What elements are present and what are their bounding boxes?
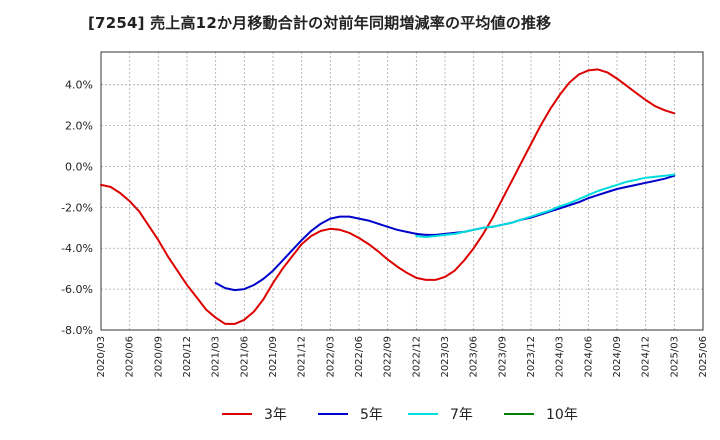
y-tick-label: 0.0% — [65, 160, 93, 173]
x-tick-label: 2021/09 — [268, 336, 279, 378]
x-tick-label: 2023/03 — [440, 336, 451, 378]
x-tick-label: 2022/12 — [411, 336, 422, 378]
y-tick-label: -6.0% — [61, 283, 93, 296]
series-line-1 — [100, 68, 676, 325]
y-tick-label: 2.0% — [65, 120, 93, 133]
x-tick-label: 2022/09 — [383, 336, 394, 378]
x-tick-label: 2021/06 — [239, 336, 250, 378]
x-tick-label: 2021/03 — [211, 336, 222, 378]
plot-frame — [100, 51, 704, 331]
x-tick-label: 2021/12 — [297, 336, 308, 378]
plot-area — [101, 52, 703, 330]
y-tick-label: -2.0% — [61, 201, 93, 214]
legend-label-1: 3年 — [264, 407, 287, 423]
x-tick-label: 2023/06 — [469, 336, 480, 378]
x-tick-label: 2020/03 — [96, 336, 107, 378]
x-tick-label: 2025/06 — [698, 336, 709, 378]
x-tick-label: 2020/12 — [182, 336, 193, 378]
legend-label-3: 7年 — [450, 407, 473, 423]
x-tick-label: 2025/03 — [669, 336, 680, 378]
legend-label-4: 10年 — [546, 407, 578, 423]
series-line-3 — [415, 173, 676, 238]
x-tick-label: 2022/06 — [354, 336, 365, 378]
y-axis: 4.0% 2.0% 0.0% -2.0% -4.0% -6.0% -8.0% — [61, 79, 93, 337]
y-tick-label: 4.0% — [65, 79, 93, 92]
x-tick-label: 2020/06 — [125, 336, 136, 378]
x-tick-label: 2024/03 — [555, 336, 566, 378]
x-tick-label: 2024/06 — [583, 336, 594, 378]
x-axis: 2020/03 2020/06 2020/09 2020/12 2021/03 2021/… — [96, 336, 709, 378]
x-tick-label: 2023/09 — [497, 336, 508, 378]
legend: 3年 5年 7年 10年 — [222, 407, 578, 423]
x-tick-label: 2022/03 — [325, 336, 336, 378]
series-lines — [100, 68, 676, 325]
x-tick-label: 2020/09 — [153, 336, 164, 378]
x-tick-label: 2024/09 — [612, 336, 623, 378]
y-tick-label: -4.0% — [61, 242, 93, 255]
x-tick-label: 2024/12 — [641, 336, 652, 378]
legend-label-2: 5年 — [360, 407, 383, 423]
y-tick-label: -8.0% — [61, 324, 93, 337]
x-tick-label: 2023/12 — [526, 336, 537, 378]
chart-title: [7254] 売上高12か月移動合計の対前年同期増減率の平均値の推移 — [88, 14, 552, 32]
